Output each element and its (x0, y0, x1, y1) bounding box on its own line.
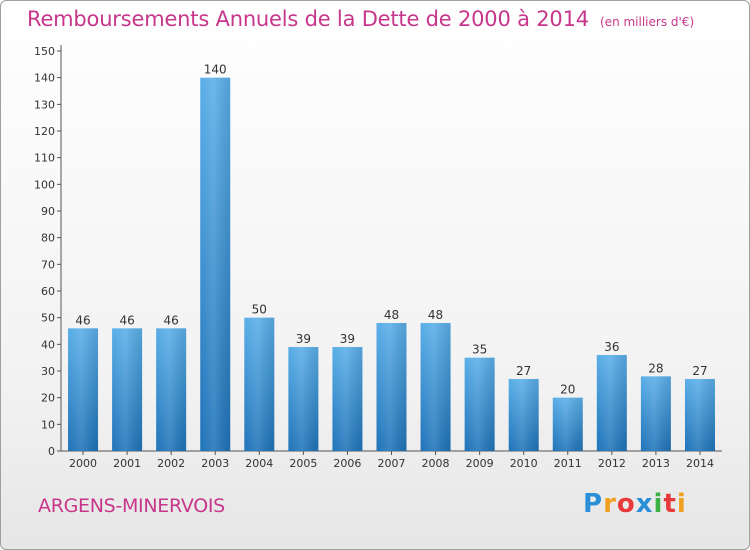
logo-letter: P (583, 489, 604, 519)
x-tick-label: 2000 (69, 457, 97, 470)
data-label: 46 (119, 313, 134, 327)
y-tick-label: 140 (34, 72, 55, 85)
x-tick-label: 2014 (686, 457, 714, 470)
x-tick-label: 2002 (157, 457, 185, 470)
bar-shine (420, 323, 451, 451)
data-label: 28 (648, 361, 663, 375)
y-tick-label: 20 (41, 392, 55, 405)
bar-shine (112, 328, 143, 451)
y-tick-label: 120 (34, 125, 55, 138)
data-label: 48 (428, 308, 443, 322)
y-tick-label: 30 (41, 365, 55, 378)
logo-letter: r (603, 489, 617, 519)
bar-shine (684, 379, 715, 451)
x-tick-label: 2013 (642, 457, 670, 470)
x-tick-label: 2008 (422, 457, 450, 470)
x-tick-label: 2010 (510, 457, 538, 470)
y-tick-label: 130 (34, 98, 55, 111)
data-label: 27 (516, 364, 531, 378)
y-tick-label: 100 (34, 178, 55, 191)
y-tick-label: 150 (34, 45, 55, 58)
data-label: 50 (252, 303, 267, 317)
logo-letter: i (676, 489, 687, 519)
y-tick-label: 70 (41, 258, 55, 271)
y-tick-label: 40 (41, 338, 55, 351)
logo-letter: i (653, 489, 664, 519)
bar-shine (332, 347, 363, 451)
x-tick-label: 2006 (333, 457, 361, 470)
y-tick-label: 60 (41, 285, 55, 298)
x-tick-label: 2001 (113, 457, 141, 470)
bar-shine (200, 77, 231, 452)
x-tick-label: 2009 (466, 457, 494, 470)
x-tick-label: 2012 (598, 457, 626, 470)
data-label: 46 (164, 313, 179, 327)
proxiti-logo: Proxiti (583, 489, 687, 519)
data-labels: 46 46 46 140 50 39 39 48 48 35 27 20 36 28 27 (75, 63, 707, 397)
y-tick-label: 10 (41, 418, 55, 431)
bar-shine (596, 355, 627, 451)
y-tick-label: 80 (41, 232, 55, 245)
bar-shine (508, 379, 539, 451)
bar-shine (244, 317, 275, 451)
bar-shine (640, 376, 671, 451)
data-label: 27 (692, 364, 707, 378)
x-tick-label: 2005 (289, 457, 317, 470)
data-label: 39 (340, 332, 355, 346)
logo-letter: x (635, 489, 654, 519)
x-tick-label: 2004 (245, 457, 273, 470)
logo-letter: t (663, 489, 677, 519)
data-label: 140 (204, 63, 227, 77)
chart-title-text: Remboursements Annuels de la Dette de 20… (27, 7, 589, 31)
bar-shine (288, 347, 319, 451)
x-tick-label: 2011 (554, 457, 582, 470)
logo-letter: o (616, 489, 636, 519)
y-tick-label: 0 (48, 445, 55, 458)
bar-shine (156, 328, 187, 451)
data-label: 35 (472, 343, 487, 357)
bars (68, 77, 715, 452)
bar-shine (68, 328, 99, 451)
data-label: 48 (384, 308, 399, 322)
data-label: 46 (75, 313, 90, 327)
y-tick-label: 90 (41, 205, 55, 218)
y-tick-label: 110 (34, 152, 55, 165)
commune-name: ARGENS-MINERVOIS (38, 495, 225, 517)
y-tick-label: 50 (41, 312, 55, 325)
bar-shine (464, 357, 495, 451)
data-label: 36 (604, 340, 619, 354)
bar-shine (376, 323, 407, 451)
data-label: 39 (296, 332, 311, 346)
bar-shine (552, 397, 583, 451)
axes: 0 10 20 30 40 50 60 70 80 90 100 110 120 130 140 150 200… (34, 45, 722, 470)
x-tick-label: 2007 (378, 457, 406, 470)
x-tick-label: 2003 (201, 457, 229, 470)
data-label: 20 (560, 383, 575, 397)
chart-unit: (en milliers d'€) (600, 15, 695, 29)
chart-title: Remboursements Annuels de la Dette de 20… (27, 7, 694, 31)
